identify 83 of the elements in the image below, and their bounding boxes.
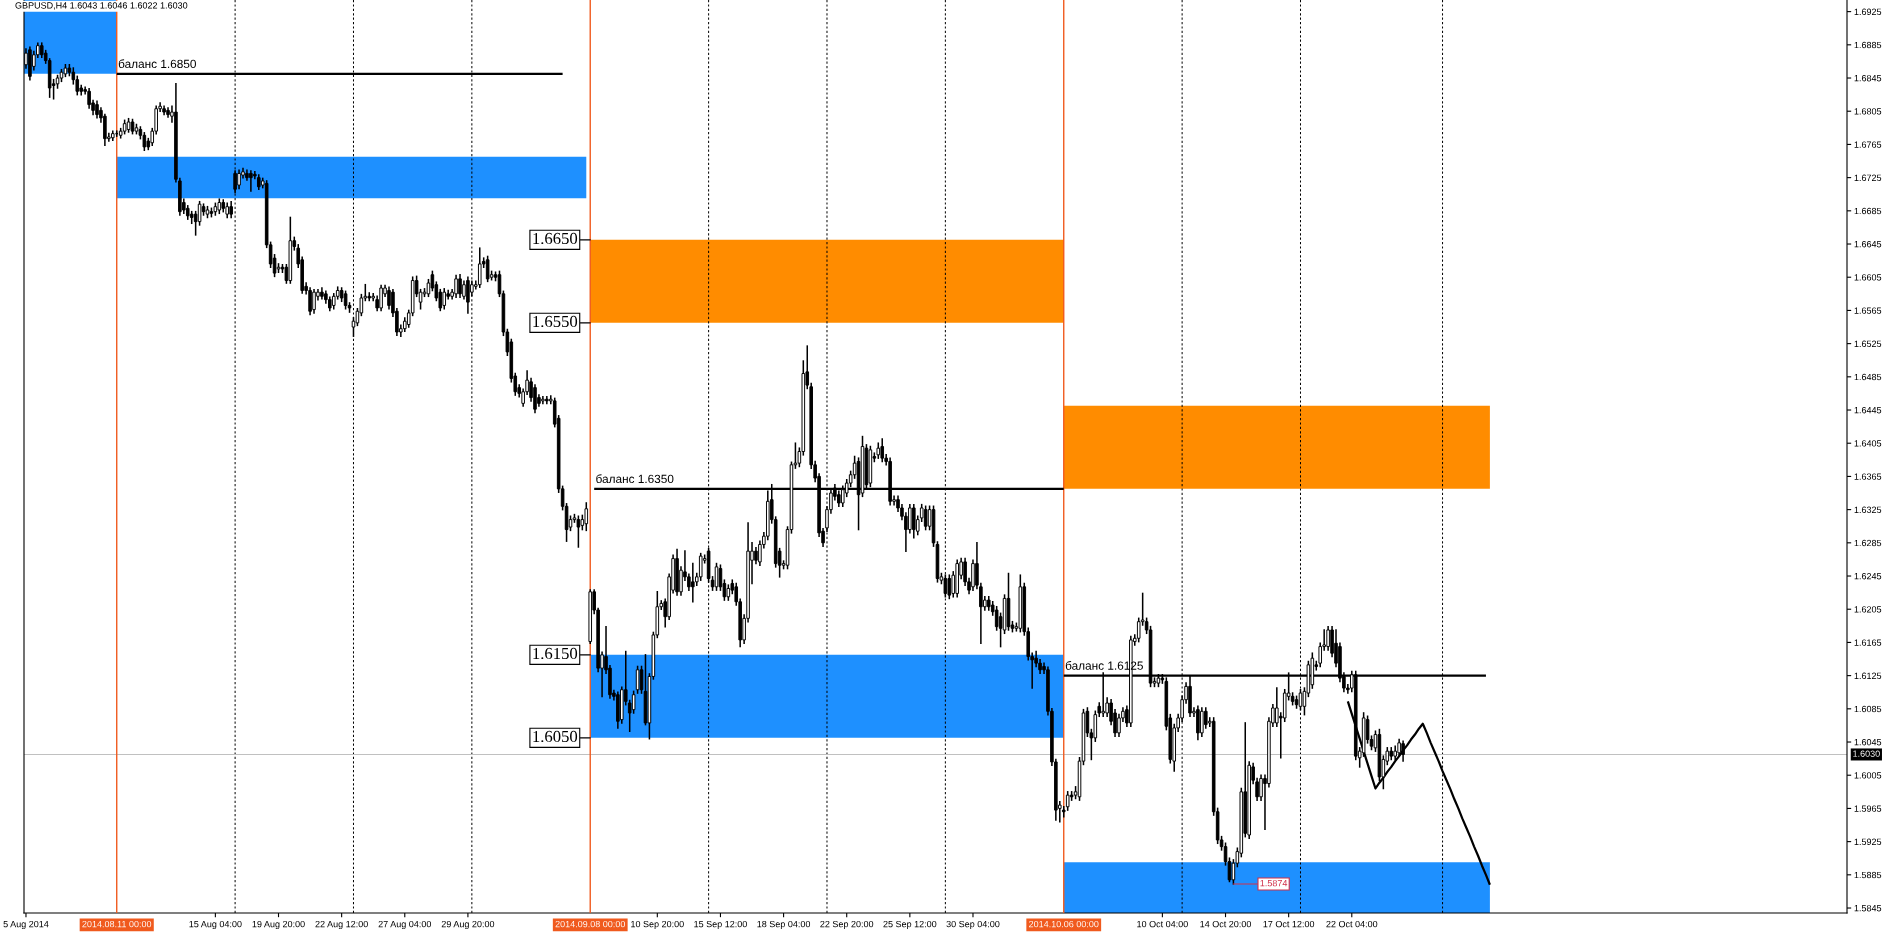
annotation: 1.5874 <box>1260 879 1288 887</box>
annotation: 1.6150 <box>533 647 578 660</box>
y-tick-label: 1.6805 <box>1854 108 1882 115</box>
candlestick <box>947 574 952 600</box>
x-tick-label: 15 Sep 12:00 <box>694 920 747 930</box>
annotation: 1.6050 <box>533 730 578 743</box>
x-tick-label: 22 Oct 04:00 <box>1326 920 1378 928</box>
candlestick <box>245 169 249 181</box>
x-tick-label: 10 Oct 04:00 <box>1137 920 1188 928</box>
candlestick <box>912 503 916 539</box>
y-tick-label: 1.6125 <box>1854 672 1882 679</box>
candlestick <box>923 505 928 531</box>
candlestick <box>635 665 640 694</box>
y-tick-label: 1.6365 <box>1854 473 1882 480</box>
y-tick-label: 1.6885 <box>1854 41 1882 49</box>
candlestick <box>379 284 383 312</box>
y-tick-label: 1.5885 <box>1854 871 1882 879</box>
candlestick <box>545 395 549 405</box>
candlestick <box>576 515 581 548</box>
x-tick-label: 18 Sep 04:00 <box>757 920 811 930</box>
x-tick-label: 2014.10.06 00:00 <box>1029 920 1099 928</box>
y-tick-label: 1.6485 <box>1854 373 1882 381</box>
y-tick-label: 1.6285 <box>1854 539 1882 547</box>
candlestick <box>477 247 482 288</box>
y-tick-label: 1.6725 <box>1854 174 1882 181</box>
y-tick-label: 1.5845 <box>1854 904 1882 912</box>
x-tick-label: 30 Sep 04:00 <box>946 920 1000 930</box>
candlestick <box>880 438 885 463</box>
x-tick-label: 29 Aug 20:00 <box>441 920 495 930</box>
y-tick-label: 1.6525 <box>1854 340 1882 347</box>
candlestick <box>584 502 589 532</box>
y-tick-label: 1.6045 <box>1854 738 1882 746</box>
y-tick-label: 1.6445 <box>1854 406 1882 414</box>
x-tick-label: 2014.09.08 00:00 <box>555 920 626 928</box>
y-tick-label: 1.6765 <box>1854 141 1882 148</box>
x-tick-label: 22 Sep 20:00 <box>820 920 874 930</box>
candlestick <box>197 200 202 226</box>
x-tick-label: 27 Aug 04:00 <box>378 920 432 930</box>
candlestick <box>320 287 324 300</box>
candlestick <box>485 255 490 283</box>
y-tick-label: 1.6325 <box>1854 506 1882 513</box>
x-tick-label: 14 Oct 20:00 <box>1200 920 1252 928</box>
y-tick-label: 1.6565 <box>1854 307 1882 314</box>
candlestick <box>541 395 545 405</box>
candlestick <box>458 273 462 298</box>
candlestick <box>1326 625 1330 651</box>
y-tick-label: 1.6605 <box>1854 274 1882 281</box>
x-tick-label: 5 Aug 2014 <box>3 920 49 930</box>
series-label: баланс 1.6850 <box>118 59 196 69</box>
y-tick-label: 1.6685 <box>1854 207 1882 215</box>
x-tick-label: 19 Aug 20:00 <box>252 920 305 930</box>
candlestick <box>454 274 458 298</box>
candlestick <box>1196 705 1200 741</box>
y-tick-label: 1.5965 <box>1854 805 1882 812</box>
candlestick <box>237 169 241 190</box>
y-tick-label: 1.6005 <box>1854 772 1882 779</box>
y-tick-label: 1.6405 <box>1854 440 1882 447</box>
annotation: 1.6650 <box>533 232 578 245</box>
chart-title: GBPUSD,H4 1.6043 1.6046 1.6022 1.6030 <box>15 2 188 10</box>
candlestick <box>442 288 447 310</box>
x-tick-label: 2014.08.11 00:00 <box>82 920 152 928</box>
y-tick-label: 1.5925 <box>1854 838 1882 845</box>
candlestick <box>631 690 636 714</box>
annotation: 1.6550 <box>533 315 578 328</box>
candlestick <box>691 562 695 603</box>
x-tick-label: 22 Aug 12:00 <box>315 920 368 930</box>
x-tick-label: 10 Sep 20:00 <box>631 920 684 930</box>
y-tick-label: 1.6925 <box>1854 8 1882 15</box>
candlestick <box>1401 740 1405 762</box>
y-tick-label: 1.6245 <box>1854 572 1882 580</box>
x-tick-label: 25 Sep 12:00 <box>883 920 937 930</box>
y-tick-label: 1.6845 <box>1854 74 1882 82</box>
candlestick <box>1200 707 1204 737</box>
candlestick <box>249 170 253 192</box>
y-tick-label: 1.6085 <box>1854 705 1882 713</box>
series-label: баланс 1.6350 <box>596 474 674 484</box>
x-tick-label: 17 Oct 12:00 <box>1263 920 1315 928</box>
ref-line-label: 1.6030 <box>1853 750 1880 757</box>
y-tick-label: 1.6165 <box>1854 639 1882 646</box>
candlestick <box>312 288 316 314</box>
y-tick-label: 1.6645 <box>1854 240 1882 248</box>
x-tick-label: 15 Aug 04:00 <box>189 920 242 930</box>
y-tick-label: 1.6205 <box>1854 606 1882 613</box>
